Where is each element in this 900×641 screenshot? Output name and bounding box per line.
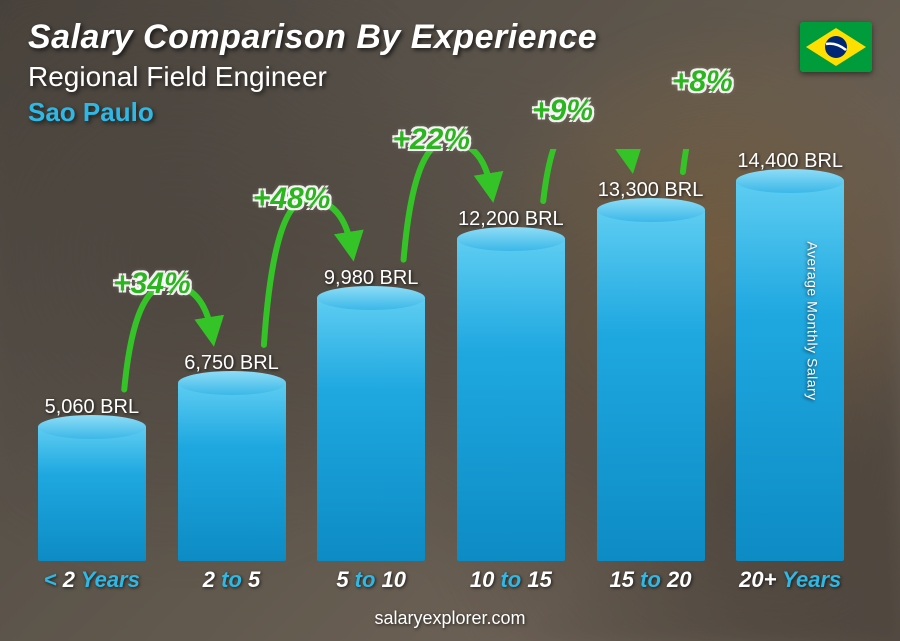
- bar-top-ellipse: [178, 371, 286, 395]
- x-axis-labels: < 2 Years2 to 55 to 1010 to 1515 to 2020…: [22, 567, 860, 593]
- x-axis-label: 20+ Years: [720, 567, 860, 593]
- bar-group: 6,750 BRL: [162, 352, 302, 561]
- chart-location: Sao Paulo: [28, 97, 597, 128]
- bar-front: [38, 427, 146, 561]
- bar-top-ellipse: [317, 286, 425, 310]
- percent-increase-label: +34%: [113, 267, 191, 301]
- bar-group: 14,400 BRL: [720, 150, 860, 561]
- bar-front: [736, 181, 844, 561]
- x-axis-label: 5 to 10: [301, 567, 441, 593]
- bar-top-ellipse: [736, 169, 844, 193]
- bar-front: [178, 383, 286, 561]
- bar-top-ellipse: [457, 227, 565, 251]
- chart-area: 5,060 BRL6,750 BRL9,980 BRL12,200 BRL13,…: [22, 149, 860, 589]
- footer-source: salaryexplorer.com: [0, 608, 900, 629]
- percent-increase-label: +8%: [672, 65, 733, 99]
- x-axis-label: 15 to 20: [581, 567, 721, 593]
- chart-subtitle: Regional Field Engineer: [28, 61, 597, 93]
- chart-title: Salary Comparison By Experience: [28, 18, 597, 57]
- bar-front: [457, 239, 565, 561]
- header: Salary Comparison By Experience Regional…: [28, 18, 597, 128]
- bar: [597, 210, 705, 561]
- percent-increase-label: +22%: [392, 123, 470, 157]
- x-axis-label: 2 to 5: [162, 567, 302, 593]
- bar-front: [317, 298, 425, 561]
- country-flag-brazil: [800, 22, 872, 72]
- bar-group: 12,200 BRL: [441, 208, 581, 561]
- bar-top-ellipse: [597, 198, 705, 222]
- x-axis-label: 10 to 15: [441, 567, 581, 593]
- bar: [38, 427, 146, 561]
- bar: [317, 298, 425, 561]
- percent-increase-label: +48%: [253, 182, 331, 216]
- bar-group: 9,980 BRL: [301, 267, 441, 561]
- bar: [178, 383, 286, 561]
- bar-group: 5,060 BRL: [22, 396, 162, 561]
- bar-group: 13,300 BRL: [581, 179, 721, 561]
- y-axis-label: Average Monthly Salary: [804, 241, 820, 400]
- x-axis-label: < 2 Years: [22, 567, 162, 593]
- bars-container: 5,060 BRL6,750 BRL9,980 BRL12,200 BRL13,…: [22, 151, 860, 561]
- bar: [736, 181, 844, 561]
- bar: [457, 239, 565, 561]
- bar-front: [597, 210, 705, 561]
